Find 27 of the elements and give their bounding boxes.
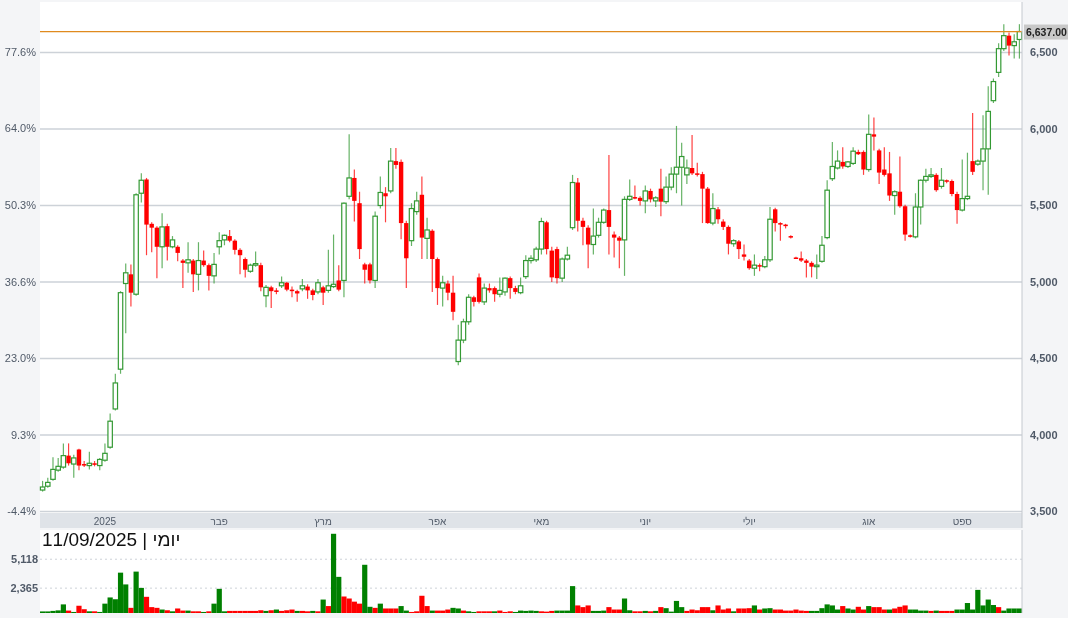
x-tick-label: יולי: [742, 516, 756, 527]
y-tick-label: 4,500: [1030, 352, 1058, 365]
y-tick-label: 2,365: [10, 582, 38, 595]
ref-line-label: 6,637.00: [1026, 25, 1068, 38]
x-tick-label: מאי: [533, 516, 550, 527]
y2-tick-label: 36.6%: [4, 275, 37, 288]
y2-tick-label: 23.0%: [4, 351, 37, 364]
y-tick-label: 5,118: [11, 553, 38, 566]
y2-tick-label: 9.3%: [10, 428, 37, 441]
y-tick-label: 5,500: [1030, 199, 1058, 212]
annotation: יומי | 11/09/2025: [42, 529, 181, 550]
x-tick-label: פבר: [210, 516, 228, 527]
y2-tick-label: 77.6%: [4, 46, 37, 59]
x-tick-label: 2025: [93, 516, 117, 527]
x-tick-label: יוני: [639, 516, 652, 527]
x-tick-label: אפר: [428, 516, 448, 527]
x-tick-label: אוג: [862, 516, 876, 527]
y2-tick-label: 64.0%: [4, 122, 37, 135]
y-tick-label: 4,000: [1030, 428, 1058, 441]
y-tick-label: 6,000: [1030, 122, 1058, 135]
y2-tick-label: 50.3%: [4, 199, 37, 212]
y-tick-label: 5,000: [1030, 275, 1058, 288]
x-tick-label: ספט: [952, 516, 973, 527]
x-tick-label: מרץ: [314, 516, 332, 527]
y-tick-label: 3,500: [1030, 505, 1058, 518]
y-tick-label: 6,500: [1030, 46, 1058, 59]
y2-tick-label: -4.4%: [7, 505, 37, 518]
